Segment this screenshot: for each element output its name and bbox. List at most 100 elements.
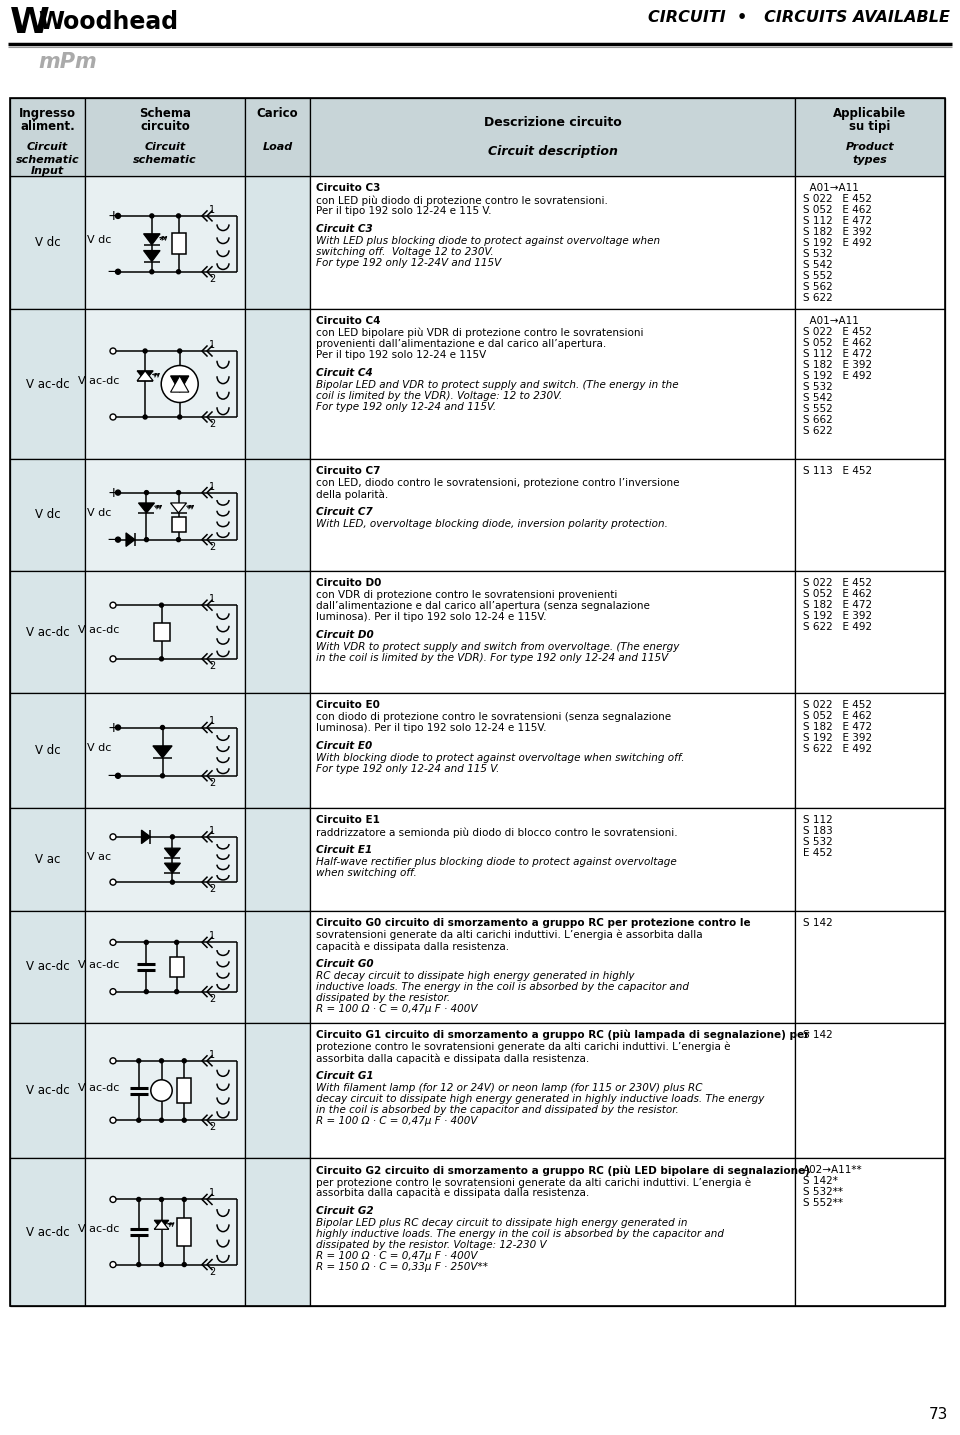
Text: V ac-dc: V ac-dc xyxy=(79,624,120,634)
Text: per protezione contro le sovratensioni generate da alti carichi induttivi. L’ene: per protezione contro le sovratensioni g… xyxy=(316,1177,751,1188)
Bar xyxy=(245,911,310,1023)
Text: V ac: V ac xyxy=(87,852,111,862)
Text: For type 192 only 12-24 and 115V.: For type 192 only 12-24 and 115V. xyxy=(316,402,496,412)
Text: con LED più diodo di protezione contro le sovratensioni.: con LED più diodo di protezione contro l… xyxy=(316,195,608,205)
Text: 1: 1 xyxy=(209,825,215,835)
Text: Circuit: Circuit xyxy=(144,142,185,152)
Bar xyxy=(154,623,170,640)
Text: S 052   E 462: S 052 E 462 xyxy=(803,710,872,720)
Text: mPm: mPm xyxy=(38,52,97,72)
Circle shape xyxy=(178,415,181,419)
Polygon shape xyxy=(137,370,154,380)
Text: Bipolar LED and VDR to protect supply and switch. (The energy in the: Bipolar LED and VDR to protect supply an… xyxy=(316,380,679,390)
Text: raddrizzatore a semionda più diodo di blocco contro le sovratensioni.: raddrizzatore a semionda più diodo di bl… xyxy=(316,827,678,838)
Circle shape xyxy=(159,1197,163,1201)
Circle shape xyxy=(159,1059,163,1063)
Text: S 192   E 492: S 192 E 492 xyxy=(803,372,872,382)
Text: 2: 2 xyxy=(209,274,215,284)
Text: Woodhead: Woodhead xyxy=(38,10,179,34)
Text: S 022   E 452: S 022 E 452 xyxy=(803,700,872,710)
Bar xyxy=(310,177,795,309)
Bar xyxy=(170,957,183,977)
Circle shape xyxy=(136,1118,141,1122)
Circle shape xyxy=(175,990,179,993)
Text: assorbita dalla capacità e dissipata dalla resistenza.: assorbita dalla capacità e dissipata dal… xyxy=(316,1188,589,1198)
Text: R = 150 Ω · C = 0,33μ F · 250V**: R = 150 Ω · C = 0,33μ F · 250V** xyxy=(316,1261,488,1271)
Circle shape xyxy=(182,1059,186,1063)
Text: With VDR to protect supply and switch from overvoltage. (The energy: With VDR to protect supply and switch fr… xyxy=(316,641,680,651)
Text: della polarità.: della polarità. xyxy=(316,489,388,499)
Text: V dc: V dc xyxy=(35,743,60,758)
Text: 1: 1 xyxy=(209,1188,215,1198)
Circle shape xyxy=(110,940,116,946)
Text: in the coil is absorbed by the capacitor and dissipated by the resistor.: in the coil is absorbed by the capacitor… xyxy=(316,1105,679,1115)
Text: Circuito G0 circuito di smorzamento a gruppo RC per protezione contro le: Circuito G0 circuito di smorzamento a gr… xyxy=(316,918,751,928)
Bar xyxy=(795,911,945,1023)
Text: Ingresso: Ingresso xyxy=(19,108,76,121)
Polygon shape xyxy=(138,502,155,512)
Text: S 113   E 452: S 113 E 452 xyxy=(803,466,872,476)
Text: R = 100 Ω · C = 0,47μ F · 400V: R = 100 Ω · C = 0,47μ F · 400V xyxy=(316,1004,477,1015)
Text: S 622   E 492: S 622 E 492 xyxy=(803,743,872,753)
Text: Circuito G2 circuito di smorzamento a gruppo RC (più LED bipolare di segnalazion: Circuito G2 circuito di smorzamento a gr… xyxy=(316,1165,810,1175)
Text: V dc: V dc xyxy=(86,743,111,753)
Circle shape xyxy=(136,1197,141,1201)
Bar xyxy=(85,571,245,693)
Text: V dc: V dc xyxy=(35,508,60,521)
Bar xyxy=(10,309,85,459)
Text: luminosa). Per il tipo 192 solo 12-24 e 115V.: luminosa). Per il tipo 192 solo 12-24 e … xyxy=(316,611,546,621)
Bar xyxy=(172,517,185,532)
Circle shape xyxy=(110,880,116,885)
Bar xyxy=(795,1023,945,1158)
Text: +: + xyxy=(108,210,119,222)
Circle shape xyxy=(159,603,163,607)
Text: highly inductive loads. The energy in the coil is absorbed by the capacitor and: highly inductive loads. The energy in th… xyxy=(316,1228,724,1238)
Bar xyxy=(178,1218,191,1246)
Circle shape xyxy=(171,835,175,839)
Text: 2: 2 xyxy=(209,884,215,894)
Text: A01→A11: A01→A11 xyxy=(803,184,859,192)
Bar xyxy=(172,234,185,254)
Circle shape xyxy=(150,270,154,274)
Text: CIRCUITI  •   CIRCUITS AVAILABLE: CIRCUITI • CIRCUITS AVAILABLE xyxy=(648,10,950,24)
Circle shape xyxy=(144,491,149,495)
Bar xyxy=(310,693,795,808)
Circle shape xyxy=(115,491,121,495)
Polygon shape xyxy=(144,251,160,261)
Bar xyxy=(310,309,795,459)
Text: Bipolar LED plus RC decay circuit to dissipate high energy generated in: Bipolar LED plus RC decay circuit to dis… xyxy=(316,1218,687,1228)
Text: S 192   E 392: S 192 E 392 xyxy=(803,733,872,743)
Circle shape xyxy=(110,989,116,994)
Text: +: + xyxy=(108,720,119,735)
Text: Input: Input xyxy=(31,166,64,177)
Bar xyxy=(310,1023,795,1158)
Text: −: − xyxy=(107,768,119,784)
Text: 1: 1 xyxy=(209,716,215,726)
Circle shape xyxy=(182,1197,186,1201)
Bar xyxy=(245,571,310,693)
Circle shape xyxy=(143,415,147,419)
Text: Circuit: Circuit xyxy=(27,142,68,152)
Bar xyxy=(795,1158,945,1306)
Text: 2: 2 xyxy=(209,1267,215,1277)
Text: A01→A11: A01→A11 xyxy=(803,316,859,326)
Text: 1: 1 xyxy=(209,1050,215,1060)
Circle shape xyxy=(110,1118,116,1124)
Text: inductive loads. The energy in the coil is absorbed by the capacitor and: inductive loads. The energy in the coil … xyxy=(316,982,689,992)
Text: 2: 2 xyxy=(209,778,215,788)
Text: −: − xyxy=(107,532,119,547)
Text: Circuit G2: Circuit G2 xyxy=(316,1205,373,1215)
Text: Load: Load xyxy=(262,142,293,152)
Text: Circuit D0: Circuit D0 xyxy=(316,630,373,640)
Text: schematic: schematic xyxy=(133,155,197,165)
Text: S 182   E 472: S 182 E 472 xyxy=(803,722,872,732)
Circle shape xyxy=(182,1118,186,1122)
Bar xyxy=(310,808,795,911)
Text: Half-wave rectifier plus blocking diode to protect against overvoltage: Half-wave rectifier plus blocking diode … xyxy=(316,857,677,867)
Text: S 182   E 472: S 182 E 472 xyxy=(803,600,872,610)
Bar xyxy=(795,98,945,177)
Text: Per il tipo 192 solo 12-24 e 115 V.: Per il tipo 192 solo 12-24 e 115 V. xyxy=(316,207,492,217)
Bar xyxy=(310,459,795,571)
Text: 2: 2 xyxy=(209,419,215,429)
Text: 1: 1 xyxy=(209,340,215,350)
